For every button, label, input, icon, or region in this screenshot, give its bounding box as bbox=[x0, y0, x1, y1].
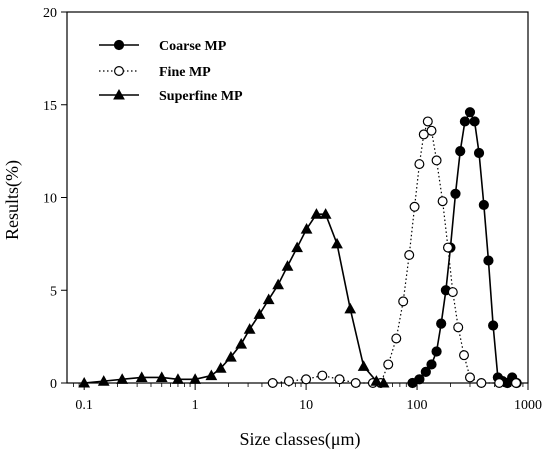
x-tick-label: 0.1 bbox=[75, 398, 93, 413]
coarse-mp-point bbox=[414, 374, 425, 385]
coarse-mp-point bbox=[473, 147, 485, 159]
coarse-mp-point bbox=[464, 107, 476, 118]
y-tick-label: 15 bbox=[43, 99, 57, 114]
x-axis-label: Size classes(μm) bbox=[239, 429, 360, 450]
superfine-mp-point bbox=[370, 375, 383, 386]
superfine-mp-point bbox=[116, 373, 129, 384]
coarse-mp-point bbox=[488, 320, 499, 331]
superfine-mp-point bbox=[214, 362, 227, 373]
coarse-mp-point bbox=[483, 255, 494, 266]
fine-mp-point bbox=[453, 322, 464, 333]
fine-mp-point bbox=[437, 196, 448, 207]
fine-mp-point bbox=[494, 378, 505, 389]
x-tick-label: 100 bbox=[407, 398, 428, 413]
x-ticks: 0.1 1 10 100 1000 bbox=[73, 383, 542, 413]
y-tick-label: 0 bbox=[50, 377, 57, 392]
superfine-mp-point bbox=[253, 308, 266, 319]
fine-mp-point bbox=[391, 333, 402, 344]
fine-mp-point bbox=[350, 378, 361, 389]
superfine-mp-point bbox=[78, 376, 91, 388]
superfine-mp-point bbox=[319, 208, 332, 219]
fine-mp-point bbox=[476, 378, 487, 389]
fine-mp-point bbox=[383, 359, 394, 370]
legend-label-superfine-mp: Superfine MP bbox=[159, 89, 243, 104]
fine-mp-point bbox=[442, 242, 453, 253]
fine-mp-point bbox=[459, 350, 470, 361]
superfine-mp-point bbox=[344, 302, 357, 314]
superfine-mp-point bbox=[205, 369, 218, 381]
coarse-mp-point bbox=[426, 359, 437, 370]
fine-mp-point bbox=[426, 125, 437, 136]
legend-marker-superfine-mp bbox=[113, 88, 125, 100]
superfine-mp-point bbox=[291, 241, 303, 253]
superfine-mp-point bbox=[135, 371, 148, 382]
coarse-mp-point bbox=[455, 146, 466, 157]
superfine-mp-point bbox=[272, 278, 285, 290]
superfine-mp-point bbox=[243, 323, 256, 334]
legend-label-fine-mp: Fine MP bbox=[159, 65, 211, 80]
superfine-mp-point bbox=[225, 351, 237, 362]
legend-label-coarse-mp: Coarse MP bbox=[159, 39, 227, 54]
fine-mp-point bbox=[447, 287, 458, 298]
superfine-mp-point bbox=[310, 208, 323, 219]
fine-mp-point bbox=[398, 296, 409, 307]
coarse-mp-point bbox=[431, 346, 442, 357]
superfine-mp-point bbox=[172, 373, 184, 384]
superfine-mp-point bbox=[300, 223, 313, 234]
fine-mp-point bbox=[301, 374, 312, 385]
superfine-mp-point bbox=[155, 371, 168, 382]
legend-marker-fine-mp bbox=[113, 65, 124, 76]
coarse-mp-point bbox=[459, 116, 471, 127]
fine-mp-point bbox=[409, 201, 420, 212]
superfine-mp-point bbox=[281, 260, 294, 271]
series-markers bbox=[78, 107, 522, 389]
fine-mp-point bbox=[317, 370, 328, 381]
fine-mp-point bbox=[511, 378, 522, 389]
coarse-mp-point bbox=[450, 188, 461, 199]
y-ticks: 0 5 10 15 20 bbox=[43, 6, 67, 392]
superfine-mp-point bbox=[235, 338, 248, 349]
superfine-mp-point bbox=[97, 375, 110, 386]
coarse-mp-point bbox=[469, 116, 480, 127]
fine-mp-point bbox=[414, 159, 425, 170]
superfine-mp-point bbox=[189, 373, 202, 384]
x-tick-label: 1000 bbox=[514, 398, 542, 413]
fine-mp-point bbox=[422, 116, 433, 127]
fine-mp-point bbox=[431, 155, 442, 166]
fine-mp-point bbox=[334, 374, 345, 385]
fine-mp-point bbox=[404, 250, 415, 261]
fine-mp-point bbox=[267, 378, 278, 389]
y-tick-label: 20 bbox=[43, 6, 57, 21]
y-tick-label: 10 bbox=[43, 192, 57, 207]
superfine-mp-point bbox=[331, 237, 343, 249]
legend: Coarse MP Fine MP Superfine MP bbox=[99, 39, 243, 104]
y-axis-label: Results(%) bbox=[2, 160, 23, 240]
y-tick-label: 5 bbox=[50, 284, 57, 299]
x-tick-label: 10 bbox=[299, 398, 313, 413]
x-tick-label: 1 bbox=[192, 398, 199, 413]
legend-marker-coarse-mp bbox=[113, 39, 125, 51]
fine-mp-point bbox=[283, 376, 294, 387]
superfine-mp-point bbox=[262, 293, 275, 305]
coarse-mp-point bbox=[420, 366, 431, 377]
coarse-mp-point bbox=[436, 318, 447, 329]
fine-mp-point bbox=[464, 372, 475, 383]
coarse-mp-point bbox=[478, 199, 489, 211]
superfine-mp-point bbox=[357, 360, 370, 371]
superfine-mp-point bbox=[377, 376, 390, 388]
